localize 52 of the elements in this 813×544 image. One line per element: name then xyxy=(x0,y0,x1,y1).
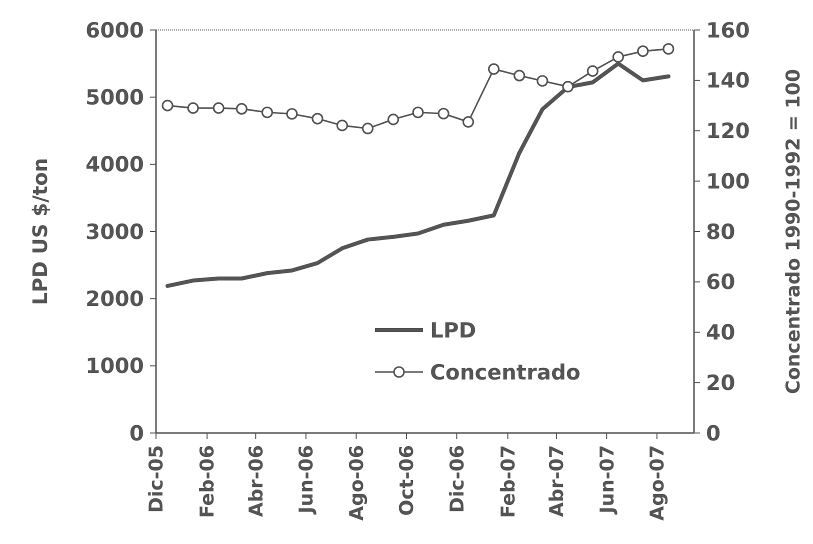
point xyxy=(212,102,224,114)
y2-tick-label: 20 xyxy=(706,370,736,395)
y2-tick-label: 160 xyxy=(706,18,750,42)
point xyxy=(662,43,674,55)
point xyxy=(187,102,199,114)
point xyxy=(462,116,474,128)
y2-tick-label: 40 xyxy=(706,320,736,345)
point xyxy=(637,45,649,57)
y-tick-label: 6000 xyxy=(86,18,144,42)
point xyxy=(312,112,324,124)
point xyxy=(586,65,598,77)
x-tick-label: Jun-07 xyxy=(596,445,618,516)
point xyxy=(488,63,500,75)
x-tick-label: Ago-07 xyxy=(646,445,669,521)
y-tick-label: 5000 xyxy=(86,86,144,110)
point xyxy=(286,108,298,120)
point xyxy=(162,100,174,112)
y2-tick-label: 120 xyxy=(706,119,750,144)
point xyxy=(362,122,374,134)
y2-tick-label: 60 xyxy=(706,270,736,294)
x-tick-label: Oct-06 xyxy=(396,445,418,516)
y-tick-label: 3000 xyxy=(86,220,144,244)
point xyxy=(612,51,624,63)
y2-tick-label: 140 xyxy=(706,68,750,93)
point xyxy=(562,80,574,92)
y-tick-label: 0 xyxy=(129,421,144,446)
x-tick-label: Ago-06 xyxy=(346,445,368,521)
x-tick-label: Abr-06 xyxy=(245,445,268,518)
point xyxy=(236,103,248,115)
y2-tick-label: 80 xyxy=(706,220,736,244)
y-axis-title: LPD US $/ton xyxy=(28,158,52,306)
point xyxy=(336,120,348,132)
point xyxy=(536,75,548,87)
x-tick-label: Feb-07 xyxy=(497,445,520,518)
x-tick-label: Jun-06 xyxy=(296,445,318,516)
y2-axis-title: Concentrado 1990-1992 = 100 xyxy=(782,68,805,394)
x-tick-label: Dic-05 xyxy=(146,445,168,513)
legend-label: LPD xyxy=(430,318,476,342)
x-tick-label: Dic-06 xyxy=(446,445,468,513)
point xyxy=(514,70,526,82)
y2-tick-label: 0 xyxy=(706,421,721,446)
point xyxy=(438,108,450,120)
legend-label: Concentrado xyxy=(430,360,580,384)
x-tick-label: Abr-07 xyxy=(546,445,568,518)
point xyxy=(412,106,424,118)
point xyxy=(261,106,274,118)
y-tick-label: 2000 xyxy=(86,287,144,312)
y-tick-label: 4000 xyxy=(86,152,144,177)
y-tick-label: 1000 xyxy=(86,354,144,378)
x-tick-label: Feb-06 xyxy=(196,445,219,518)
y2-tick-label: 100 xyxy=(706,169,750,194)
point xyxy=(387,114,400,126)
